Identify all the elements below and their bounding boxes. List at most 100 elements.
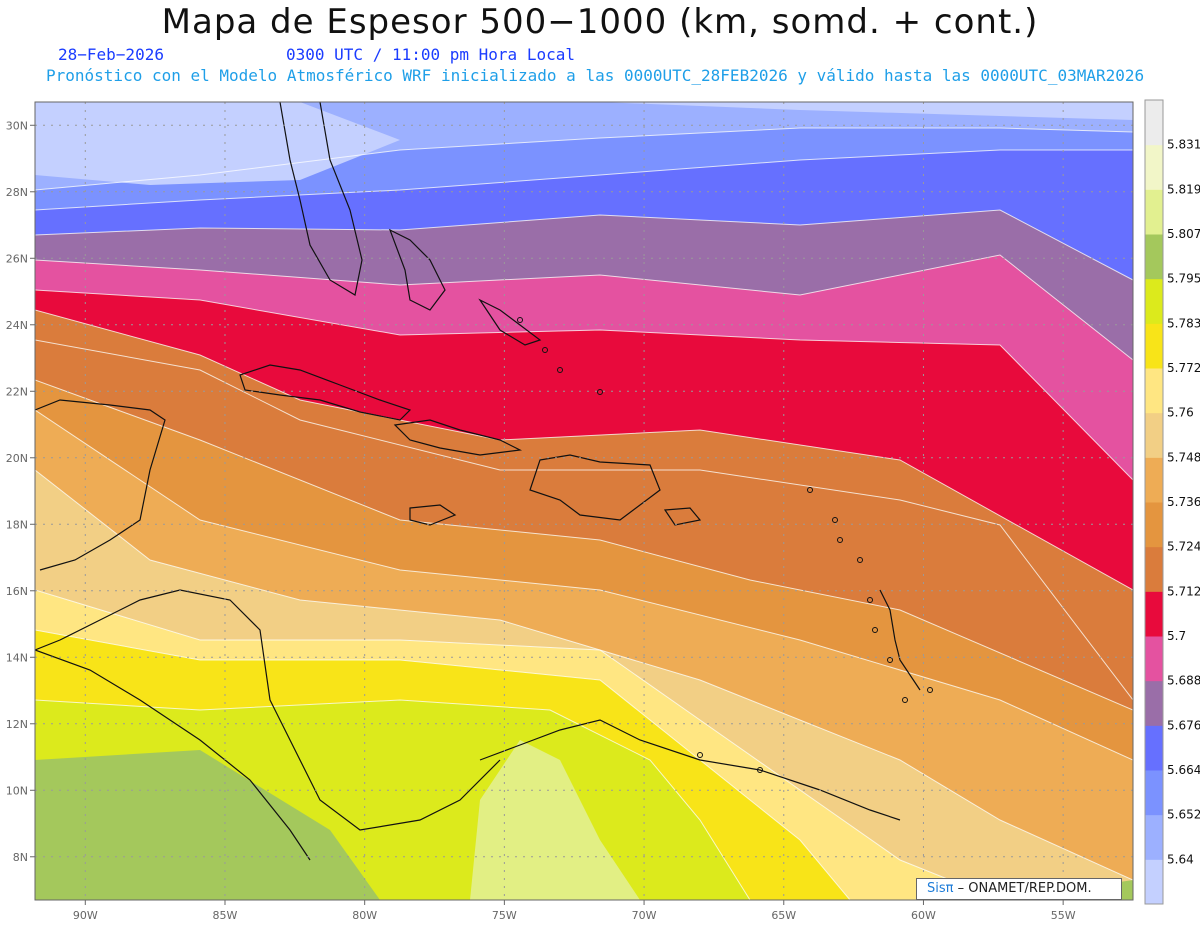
thickness-band [35, 630, 850, 900]
colorbar-swatch [1145, 725, 1163, 771]
thickness-band [35, 102, 400, 185]
brand-logo: Sisπ [927, 881, 954, 896]
colorbar-swatch [1145, 412, 1163, 458]
lat-tick-label: 20N [6, 452, 28, 465]
island [557, 367, 563, 373]
island [872, 627, 878, 633]
contour-line [35, 409, 1133, 761]
lon-tick-label: 65W [771, 909, 796, 922]
island [927, 687, 933, 693]
island [807, 487, 813, 493]
coastline [35, 589, 501, 831]
forecast-time: 0300 UTC / 11:00 pm Hora Local [286, 45, 575, 64]
thickness-band [35, 310, 1133, 700]
coastline [409, 504, 457, 526]
colorbar-swatch [1145, 100, 1163, 146]
colorbar-label: 5.736 [1167, 495, 1200, 509]
coastlines [35, 102, 933, 861]
colorbar-label: 5.64 [1167, 852, 1194, 866]
map-title: Mapa de Espesor 500−1000 (km, somd. + co… [161, 2, 1039, 42]
island [597, 389, 603, 395]
colorbar-label: 5.831 [1167, 138, 1200, 152]
island [517, 317, 523, 323]
colorbar-swatch [1145, 502, 1163, 548]
lat-tick-label: 14N [6, 651, 28, 664]
lon-tick-label: 70W [632, 909, 657, 922]
colorbar-swatch [1145, 591, 1163, 637]
lat-tick-label: 10N [6, 784, 28, 797]
contour-line [35, 127, 1133, 191]
island [542, 347, 548, 353]
colorbar-label: 5.688 [1167, 674, 1200, 688]
colorbar-swatch [1145, 368, 1163, 414]
colorbar-label: 5.772 [1167, 361, 1200, 375]
contour-line [35, 629, 851, 900]
model-description: Pronóstico con el Modelo Atmosférico WRF… [46, 66, 1145, 85]
thickness-band [470, 740, 640, 900]
coastline [529, 454, 661, 521]
thickness-band [35, 290, 1133, 590]
coastline [478, 298, 542, 346]
colorbar-swatch [1145, 144, 1163, 190]
contour-line [35, 379, 1133, 711]
thickness-band [35, 255, 1133, 480]
colorbar-swatch [1145, 189, 1163, 235]
island [697, 752, 703, 758]
island [837, 537, 843, 543]
thickness-band [35, 380, 1133, 760]
lon-tick-label: 85W [213, 909, 238, 922]
lat-tick-label: 28N [6, 186, 28, 199]
map-area [35, 102, 1133, 900]
colorbar-swatch [1145, 457, 1163, 503]
thickness-band [35, 340, 1133, 710]
lat-tick-label: 30N [6, 119, 28, 132]
colorbar-label: 5.712 [1167, 584, 1200, 598]
island [887, 657, 893, 663]
colorbar-swatch [1145, 234, 1163, 280]
colorbar-label: 5.795 [1167, 272, 1200, 286]
lat-tick-label: 24N [6, 319, 28, 332]
lat-tick-label: 22N [6, 385, 28, 398]
island [902, 697, 908, 703]
lat-tick-label: 18N [6, 518, 28, 531]
colorbar-swatch [1145, 814, 1163, 860]
colorbar-swatch [1145, 546, 1163, 592]
thickness-band [35, 128, 1133, 210]
colorbar-label: 5.807 [1167, 227, 1200, 241]
coastline [279, 102, 363, 296]
lat-tick-label: 16N [6, 585, 28, 598]
coastline [393, 419, 523, 456]
thickness-band [35, 470, 1133, 900]
colorbar-frame [1144, 99, 1164, 905]
island [867, 597, 873, 603]
thickness-band [35, 150, 1133, 280]
colorbar: 5.64 5.652 5.664 5.676 5.688 5.7 5.712 5.724 5.7… [1144, 99, 1200, 905]
contour-line [35, 339, 1133, 701]
colorbar-label: 5.819 [1167, 182, 1200, 196]
lat-tick-label: 12N [6, 718, 28, 731]
coastline [35, 399, 166, 571]
lon-tick-label: 55W [1051, 909, 1076, 922]
colorbar-swatch [1145, 323, 1163, 369]
contour-line [35, 589, 1001, 900]
lon-tick-label: 90W [73, 909, 98, 922]
credit-org: – ONAMET/REP.DOM. [957, 881, 1092, 896]
contour-line [35, 289, 1133, 481]
forecast-date: 28−Feb−2026 [58, 45, 164, 64]
map-grid [35, 102, 1133, 900]
map-axes: 90W 85W 80W 75W 70W 65W 60W 55W 30N 28N 26N 24N 22N 2… [6, 119, 1076, 922]
colorbar-label: 5.724 [1167, 540, 1200, 554]
island [857, 557, 863, 563]
coastline [879, 589, 921, 691]
thickness-band [35, 102, 1133, 120]
colorbar-label: 5.76 [1167, 406, 1194, 420]
thickness-bands [35, 102, 1133, 900]
coastline [388, 228, 446, 311]
contour-line [35, 209, 1133, 281]
colorbar-label: 5.748 [1167, 450, 1200, 464]
lat-tick-label: 26N [6, 252, 28, 265]
lat-tick-label: 8N [13, 851, 28, 864]
island [832, 517, 838, 523]
coastline [35, 649, 311, 861]
